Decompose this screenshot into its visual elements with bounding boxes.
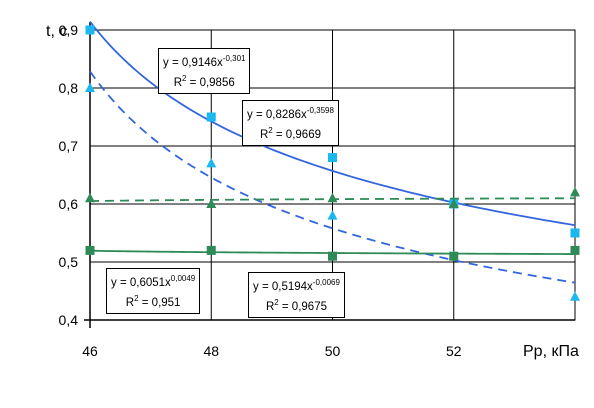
data-point-series-4: [328, 251, 337, 261]
data-point-series-1: [85, 25, 95, 35]
data-point-series-3: [85, 192, 95, 203]
trendline-annotation-1: y = 0,9146x-0,301 R2 = 0,9856: [158, 48, 251, 94]
trendline-annotation-3: y = 0,6051x0,0049 R2 = 0,951: [106, 268, 201, 314]
data-point-series-2: [327, 210, 338, 220]
x-tick-label: 50: [325, 343, 341, 359]
x-axis-label: Рр, кПа: [523, 343, 579, 360]
equation: y = 0,5194x-0,0069: [253, 278, 340, 293]
data-point-series-4: [449, 251, 459, 261]
x-tick-label: 48: [203, 343, 219, 359]
data-point-series-4: [206, 245, 216, 255]
data-point-series-4: [85, 245, 95, 255]
r-squared: R2 = 0,951: [125, 293, 181, 309]
y-axis-label: t, с: [46, 23, 67, 40]
y-tick-label: 0,9: [59, 22, 79, 38]
data-point-series-2: [206, 157, 217, 168]
tick-labels: 0,4 0,5 0,6 0,7 0,8 0,9 46 48 50 52: [59, 22, 462, 359]
r-squared: R2 = 0,9675: [265, 297, 327, 313]
data-point-series-2: [85, 82, 95, 92]
data-point-series-3: [570, 186, 580, 197]
data-points: [85, 25, 580, 301]
trendline-1: [89, 20, 576, 227]
data-point-series-1: [328, 153, 337, 163]
data-point-series-3: [206, 198, 217, 208]
gridlines: [84, 22, 576, 328]
data-point-series-1: [206, 112, 216, 122]
data-point-series-2: [570, 291, 580, 301]
data-point-series-4: [570, 245, 580, 255]
equation: y = 0,9146x-0,301: [163, 54, 246, 69]
x-tick-label: 52: [446, 343, 462, 359]
y-tick-label: 0,8: [59, 80, 79, 96]
y-tick-label: 0,7: [59, 138, 79, 154]
x-tick-label: 46: [82, 343, 98, 359]
trendline-annotation-2: y = 0,8286x-0,3598 R2 = 0,9669: [242, 100, 339, 146]
equation: y = 0,6051x0,0049: [111, 274, 196, 289]
data-point-series-3: [327, 192, 338, 203]
r-squared: R2 = 0,9856: [173, 73, 235, 89]
y-tick-label: 0,4: [59, 312, 79, 328]
data-point-series-1: [570, 228, 580, 238]
r-squared: R2 = 0,9669: [259, 125, 321, 141]
data-point-series-3: [448, 198, 459, 208]
y-tick-label: 0,5: [59, 254, 79, 270]
trendline-annotation-4: y = 0,5194x-0,0069 R2 = 0,9675: [248, 272, 345, 318]
equation: y = 0,8286x-0,3598: [247, 106, 334, 121]
y-tick-label: 0,6: [59, 196, 79, 212]
